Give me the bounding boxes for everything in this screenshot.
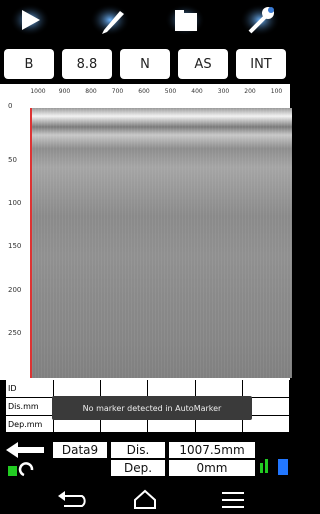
row-header: ID [6, 380, 54, 397]
left-ruler-label: 200 [8, 286, 21, 294]
left-ruler-label: 0 [8, 102, 12, 110]
top-ruler-label: 1000 [30, 88, 45, 95]
mode-button[interactable]: N [120, 49, 170, 79]
left-ruler-label: 50 [8, 156, 17, 164]
top-ruler-label: 700 [112, 88, 123, 95]
top-ruler-label: 900 [59, 88, 70, 95]
play-button[interactable] [10, 4, 50, 36]
top-ruler-label: 600 [138, 88, 149, 95]
row-header: Dis.mm [6, 398, 54, 415]
nav-home[interactable] [135, 491, 155, 508]
table-cell [101, 380, 148, 397]
top-ruler-label: 800 [85, 88, 96, 95]
toolbar [0, 0, 290, 42]
mode-button[interactable]: INT [236, 49, 286, 79]
nav-bar [0, 480, 290, 514]
table-cell [196, 380, 243, 397]
table-cell [243, 380, 290, 397]
table-cell [148, 380, 195, 397]
distance-value: 1007.5mm [168, 441, 256, 459]
top-ruler-label: 200 [244, 88, 255, 95]
table-cell [54, 380, 101, 397]
left-ruler-label: 150 [8, 242, 21, 250]
nav-menu[interactable] [222, 493, 244, 507]
file-name: Data9 [52, 441, 108, 459]
depth-label: Dep. [110, 459, 166, 477]
top-ruler-label: 400 [191, 88, 202, 95]
distance-label: Dis. [110, 441, 166, 459]
left-ruler-label: 100 [8, 199, 21, 207]
top-ruler-label: 500 [165, 88, 176, 95]
toolbar-icons [0, 0, 290, 42]
top-ruler-label: 300 [218, 88, 229, 95]
top-ruler-label: 100 [271, 88, 282, 95]
status-bar: Data9 Dis. 1007.5mm Dep. 0mm [0, 437, 290, 480]
signal-icons [258, 457, 290, 477]
folder-button[interactable] [165, 4, 205, 36]
back-arrow[interactable] [6, 442, 46, 478]
depth-value: 0mm [168, 459, 256, 477]
mode-buttons: B 8.8 N AS INT [0, 46, 290, 82]
scan-image [30, 108, 292, 378]
nav-back[interactable] [58, 491, 85, 506]
settings-button[interactable] [240, 4, 280, 36]
toast: No marker detected in AutoMarker [52, 396, 252, 420]
row-header: Dep.mm [6, 416, 54, 433]
mode-button[interactable]: B [4, 49, 54, 79]
mode-button[interactable]: AS [178, 49, 228, 79]
edit-button[interactable] [90, 4, 130, 36]
mode-button[interactable]: 8.8 [62, 49, 112, 79]
left-ruler-label: 250 [8, 329, 21, 337]
